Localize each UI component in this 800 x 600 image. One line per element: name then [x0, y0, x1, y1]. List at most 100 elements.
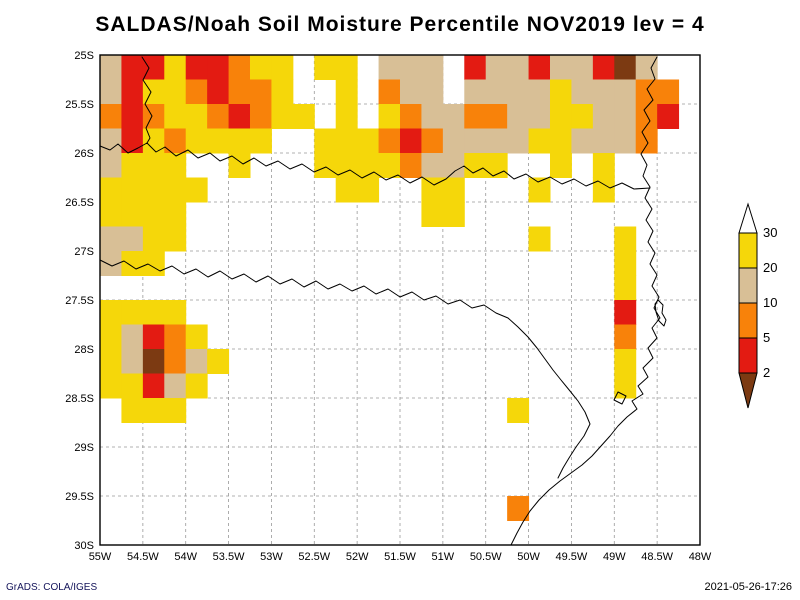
lon-tick-label: 50.5W	[470, 551, 502, 563]
lat-tick-label: 25S	[74, 50, 94, 62]
heat-cell	[593, 153, 615, 178]
heat-cell	[421, 178, 443, 203]
heat-cell	[271, 104, 293, 129]
heat-cell	[336, 80, 358, 105]
colorbar-label: 30	[763, 225, 777, 240]
heat-cell	[421, 129, 443, 154]
heat-cell	[593, 55, 615, 80]
heat-cell	[186, 349, 208, 374]
heat-cell	[443, 202, 465, 227]
heat-cell	[336, 178, 358, 203]
heat-cell	[400, 104, 422, 129]
heat-cell	[357, 178, 379, 203]
colorbar-segment	[739, 303, 757, 338]
heat-cell	[486, 129, 508, 154]
heat-cell	[100, 80, 122, 105]
heat-cell	[443, 129, 465, 154]
lon-tick-label: 53.5W	[213, 551, 245, 563]
heat-cell	[250, 104, 272, 129]
heat-cell	[529, 104, 551, 129]
heat-cell	[164, 178, 186, 203]
heat-cell	[486, 104, 508, 129]
heat-cell	[186, 80, 208, 105]
colorbar: 30201052	[739, 204, 777, 408]
heat-cell	[614, 325, 636, 350]
heat-cell	[443, 178, 465, 203]
heat-cell	[100, 202, 122, 227]
heat-cell	[379, 129, 401, 154]
heat-cell	[164, 104, 186, 129]
heat-cell	[657, 104, 679, 129]
lon-tick-label: 51.5W	[384, 551, 416, 563]
heat-cell	[421, 104, 443, 129]
heat-cell	[379, 80, 401, 105]
heat-cell	[207, 349, 229, 374]
lat-tick-label: 27S	[74, 246, 94, 258]
colorbar-segment	[739, 233, 757, 268]
grads-plot-canvas: SALDAS/Noah Soil Moisture Percentile NOV…	[0, 0, 800, 600]
heat-cell	[550, 80, 572, 105]
heat-cell	[486, 55, 508, 80]
lon-tick-label: 49W	[603, 551, 626, 563]
colorbar-arrow-top	[739, 204, 757, 233]
heat-cell	[121, 300, 143, 325]
heat-cell	[143, 178, 165, 203]
heat-cell	[400, 80, 422, 105]
heat-cell	[186, 104, 208, 129]
lon-tick-label: 48.5W	[641, 551, 673, 563]
heat-cell	[486, 80, 508, 105]
lon-tick-label: 52.5W	[298, 551, 330, 563]
heat-cell	[529, 227, 551, 252]
heat-cell	[507, 80, 529, 105]
colorbar-label: 20	[763, 260, 777, 275]
heat-cell	[207, 55, 229, 80]
heat-cell	[614, 55, 636, 80]
map-plot: 25S25.5S26S26.5S27S27.5S28S28.5S29S29.5S…	[0, 0, 800, 600]
lon-tick-label: 54W	[174, 551, 197, 563]
heat-cell	[164, 398, 186, 423]
heat-cell	[143, 300, 165, 325]
lat-tick-label: 28.5S	[65, 393, 94, 405]
heat-cell	[100, 349, 122, 374]
lon-tick-label: 53W	[260, 551, 283, 563]
heat-cell	[100, 104, 122, 129]
lat-tick-label: 29S	[74, 442, 94, 454]
lat-tick-label: 25.5S	[65, 99, 94, 111]
heat-cell	[614, 374, 636, 399]
heat-cell	[229, 80, 251, 105]
lon-tick-label: 49.5W	[556, 551, 588, 563]
lat-tick-label: 28S	[74, 344, 94, 356]
heat-cell	[636, 80, 658, 105]
heat-cell	[464, 104, 486, 129]
heat-cell	[164, 300, 186, 325]
heat-cell	[314, 129, 336, 154]
heat-cell	[207, 129, 229, 154]
heat-cell	[143, 251, 165, 276]
heat-cell	[121, 55, 143, 80]
heat-cell	[571, 55, 593, 80]
heat-cell	[186, 129, 208, 154]
heat-cell	[186, 178, 208, 203]
heat-cell	[100, 374, 122, 399]
colorbar-label: 2	[763, 365, 770, 380]
heat-cell	[314, 153, 336, 178]
heat-cell	[143, 202, 165, 227]
colorbar-label: 10	[763, 295, 777, 310]
heat-cell	[336, 55, 358, 80]
heat-cell	[379, 153, 401, 178]
colorbar-segment	[739, 338, 757, 373]
heat-cell	[529, 80, 551, 105]
heat-cell	[657, 80, 679, 105]
heat-cell	[271, 55, 293, 80]
heat-cell	[164, 202, 186, 227]
heat-cell	[143, 104, 165, 129]
heat-cell	[121, 325, 143, 350]
heat-cell	[100, 55, 122, 80]
heat-cell	[164, 349, 186, 374]
heat-cell	[550, 55, 572, 80]
heat-cell	[550, 129, 572, 154]
heat-cell	[421, 80, 443, 105]
lon-tick-label: 52W	[346, 551, 369, 563]
heat-cell	[571, 104, 593, 129]
heat-cell	[614, 251, 636, 276]
